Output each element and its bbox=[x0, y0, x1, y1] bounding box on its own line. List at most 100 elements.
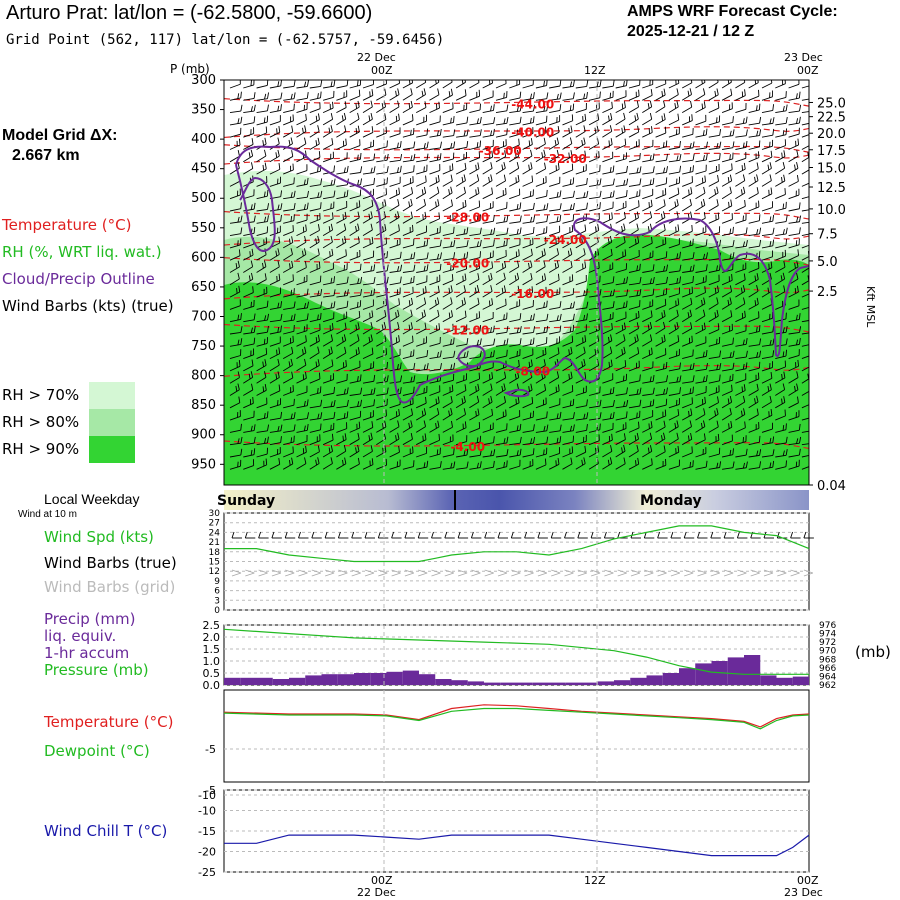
wind-barb bbox=[309, 213, 321, 224]
wind-barb bbox=[575, 275, 587, 286]
wind-barb bbox=[349, 152, 362, 163]
wind-barb bbox=[535, 176, 547, 187]
wind-barb bbox=[469, 187, 480, 200]
wind-barb bbox=[788, 260, 799, 273]
wind-barb bbox=[642, 276, 655, 286]
wind-barb bbox=[695, 309, 706, 323]
chill-tick-label: -5 bbox=[205, 784, 216, 797]
wind-barb bbox=[549, 190, 562, 200]
precip-bar bbox=[240, 677, 257, 685]
top-tick-12z: 12Z bbox=[584, 64, 606, 77]
wind-barb bbox=[801, 208, 809, 212]
wind-barb bbox=[416, 141, 429, 150]
wind-barb bbox=[615, 236, 626, 249]
wind-barb bbox=[389, 211, 400, 224]
wind-barb bbox=[256, 273, 267, 286]
wind-barb bbox=[522, 300, 534, 310]
wind-barb bbox=[349, 200, 361, 212]
wind-barb bbox=[575, 324, 587, 335]
wind-barb bbox=[801, 84, 809, 89]
wind-legend: Wind Barbs (kts) (true) bbox=[2, 297, 174, 315]
wind-barb bbox=[535, 104, 549, 114]
rh70-swatch bbox=[89, 382, 135, 409]
wind-barb bbox=[509, 175, 520, 187]
wind-barb bbox=[735, 262, 747, 273]
wind-barb bbox=[362, 166, 376, 175]
wind-barb bbox=[682, 165, 694, 175]
wind-barb bbox=[722, 240, 735, 249]
temperature-contour-line bbox=[224, 126, 809, 139]
wind-barb bbox=[456, 141, 469, 150]
precip-label: Precip (mm) bbox=[44, 610, 136, 628]
wind-barb bbox=[402, 238, 415, 249]
wind-barb bbox=[376, 166, 389, 175]
wind-barb bbox=[535, 215, 549, 224]
wind-barb bbox=[748, 129, 762, 138]
wind-barb bbox=[442, 310, 453, 323]
wind-barb bbox=[668, 153, 682, 163]
wind-barb bbox=[469, 103, 481, 114]
wind-barb bbox=[442, 252, 456, 261]
wind-barb bbox=[296, 80, 309, 89]
cloud-legend: Cloud/Precip Outline bbox=[2, 270, 155, 288]
wind-barb bbox=[336, 101, 347, 113]
temperature-contour-label: -36.00 bbox=[479, 144, 522, 158]
pressure-tick-label: 700 bbox=[191, 309, 216, 324]
wind-barb bbox=[256, 115, 269, 126]
wind-barb bbox=[655, 288, 668, 298]
wind-barb bbox=[256, 300, 269, 310]
wind-barb bbox=[322, 212, 334, 224]
precip-bar bbox=[597, 681, 614, 685]
bottom-tick-00z-1: 00Z bbox=[371, 874, 393, 887]
wind-barb bbox=[722, 252, 735, 261]
wind-barb bbox=[655, 321, 666, 335]
precip-bar bbox=[305, 675, 322, 685]
wind-barb bbox=[628, 89, 640, 101]
wind-barb bbox=[748, 162, 759, 175]
wind-barb bbox=[668, 165, 682, 175]
wind-barb bbox=[575, 102, 587, 114]
wind-barb bbox=[269, 287, 281, 298]
wind-barb bbox=[575, 125, 586, 138]
wind-barb bbox=[602, 235, 613, 249]
wind-barb bbox=[735, 89, 746, 101]
wind-barb bbox=[735, 116, 748, 126]
wind-barb bbox=[283, 274, 294, 286]
wind-barb bbox=[721, 213, 733, 224]
wind-barb bbox=[535, 286, 547, 298]
temperature-contour-label: -8.00 bbox=[515, 364, 550, 378]
wind-barb bbox=[322, 223, 334, 236]
wind-barb bbox=[549, 104, 562, 114]
wind-barb bbox=[349, 300, 362, 310]
wind-barb bbox=[615, 152, 627, 163]
wind-barb bbox=[655, 153, 668, 163]
wind-barb bbox=[283, 114, 294, 126]
wind-barb bbox=[469, 251, 481, 261]
wind-barb bbox=[322, 235, 333, 249]
wind-barb bbox=[243, 260, 254, 273]
temperature-panel-label: Temperature (°C) bbox=[44, 713, 174, 731]
precip-bar bbox=[646, 675, 663, 685]
model-dx-value: 2.667 km bbox=[12, 147, 80, 164]
wind-barb bbox=[402, 165, 415, 175]
wind-barb bbox=[721, 310, 733, 323]
wind-barb bbox=[735, 297, 746, 310]
wind-barb bbox=[349, 223, 360, 236]
wind-barb bbox=[269, 104, 282, 114]
height-tick-label: 17.5 bbox=[817, 144, 846, 159]
wind-barb bbox=[309, 113, 320, 126]
wind-barb bbox=[482, 128, 495, 138]
wind-barb bbox=[642, 112, 653, 126]
wind-barb bbox=[429, 274, 441, 286]
wind-barb bbox=[296, 224, 307, 237]
wind-barb bbox=[362, 199, 374, 212]
wind-barb bbox=[801, 319, 809, 323]
wind-tick-label: 27 bbox=[209, 519, 220, 529]
wind-barb bbox=[695, 114, 707, 126]
wind-barb bbox=[429, 141, 442, 150]
wind-barb bbox=[748, 325, 761, 335]
height-tick-label: 7.5 bbox=[817, 228, 838, 243]
wind-barb bbox=[761, 174, 772, 187]
wind-barb bbox=[522, 260, 533, 273]
wind-barb bbox=[283, 163, 294, 175]
